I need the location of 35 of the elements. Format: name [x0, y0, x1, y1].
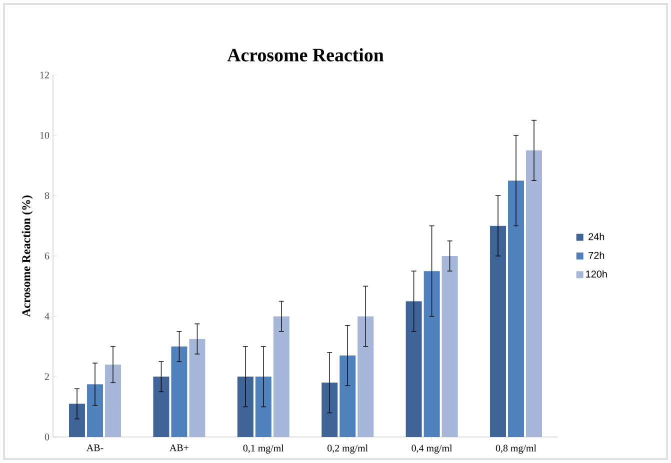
y-tick-label: 12 — [40, 72, 49, 78]
bar — [340, 356, 356, 437]
bar — [490, 226, 506, 437]
y-tick-label: 0 — [44, 434, 50, 440]
x-tick-label: 0,4 mg/ml — [412, 444, 452, 454]
bar — [358, 316, 374, 437]
y-tick-label: 8 — [44, 192, 50, 200]
y-axis-title: Acrosome Reaction (%) — [22, 196, 33, 317]
bar — [69, 404, 86, 437]
bar — [273, 316, 290, 437]
bar — [171, 346, 188, 437]
bar — [87, 384, 104, 437]
bar — [406, 301, 422, 437]
legend-label: 72h — [588, 252, 604, 259]
bar — [508, 180, 524, 437]
x-tick-label: 0,1 mg/ml — [243, 444, 284, 454]
y-tick-label: 10 — [40, 132, 50, 139]
legend-label: 120h — [586, 270, 607, 278]
bar — [189, 338, 206, 437]
chart-title: Acrosome Reaction — [227, 48, 384, 62]
x-tick-label: 0,2 mg/ml — [328, 444, 368, 454]
y-tick-label: 4 — [44, 313, 50, 320]
x-tick-label: AB- — [86, 444, 104, 452]
bar — [442, 256, 458, 437]
bar — [153, 376, 170, 437]
y-tick-label: 6 — [44, 252, 50, 260]
y-tick-label: 2 — [44, 373, 49, 380]
bar — [526, 150, 542, 437]
bar — [105, 364, 121, 437]
bar — [237, 376, 254, 437]
x-tick-label: 0,8 mg/ml — [496, 444, 536, 454]
legend-label: 24h — [588, 232, 604, 240]
x-tick-label: AB+ — [170, 444, 188, 452]
bar — [424, 271, 440, 437]
bar — [255, 376, 272, 437]
